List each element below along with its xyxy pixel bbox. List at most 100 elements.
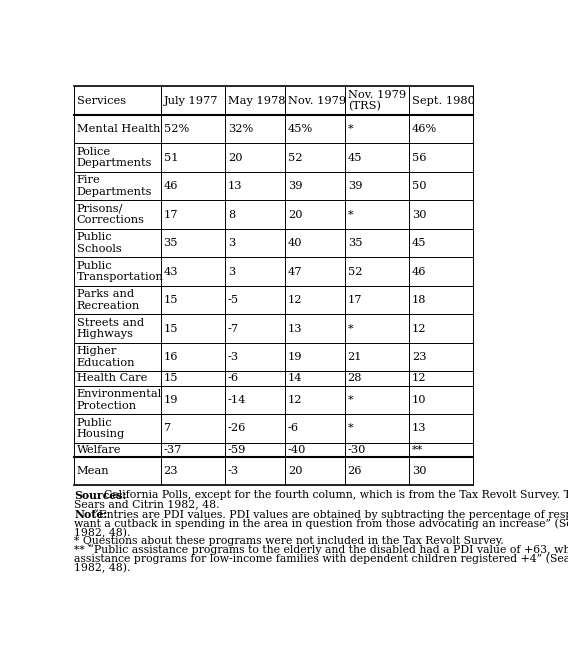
- Text: 20: 20: [288, 209, 302, 219]
- Text: 13: 13: [288, 324, 302, 334]
- Text: 45%: 45%: [288, 124, 313, 134]
- Text: Note:: Note:: [74, 509, 107, 520]
- Text: 46: 46: [412, 267, 427, 276]
- Text: 12: 12: [412, 373, 427, 383]
- Text: 18: 18: [412, 295, 427, 305]
- Text: -26: -26: [228, 423, 246, 434]
- Text: Public
Schools: Public Schools: [77, 232, 122, 254]
- Text: 30: 30: [412, 466, 427, 476]
- Text: 56: 56: [412, 153, 427, 163]
- Text: 10: 10: [412, 395, 427, 405]
- Text: 21: 21: [348, 352, 362, 362]
- Text: -59: -59: [228, 445, 246, 455]
- Text: -37: -37: [164, 445, 182, 455]
- Text: 40: 40: [288, 238, 302, 248]
- Text: California Polls, except for the fourth column, which is from the Tax Revolt Sur: California Polls, except for the fourth …: [104, 490, 568, 500]
- Text: 46: 46: [164, 181, 178, 191]
- Text: 13: 13: [412, 423, 427, 434]
- Text: 14: 14: [288, 373, 302, 383]
- Text: 52: 52: [348, 267, 362, 276]
- Text: *: *: [348, 423, 353, 434]
- Text: “Entries are PDI values. PDI values are obtained by subtracting the percentage o: “Entries are PDI values. PDI values are …: [93, 509, 568, 520]
- Text: -3: -3: [228, 352, 239, 362]
- Text: 52: 52: [288, 153, 302, 163]
- Text: Higher
Education: Higher Education: [77, 347, 135, 368]
- Text: Services: Services: [77, 96, 126, 106]
- Text: 50: 50: [412, 181, 427, 191]
- Text: -30: -30: [348, 445, 366, 455]
- Text: Nov. 1979: Nov. 1979: [288, 96, 346, 106]
- Text: *: *: [348, 395, 353, 405]
- Text: *: *: [348, 209, 353, 219]
- Text: 30: 30: [412, 209, 427, 219]
- Text: 51: 51: [164, 153, 178, 163]
- Text: 1982, 48).: 1982, 48).: [74, 563, 131, 573]
- Text: 15: 15: [164, 324, 178, 334]
- Text: 35: 35: [348, 238, 362, 248]
- Text: 8: 8: [228, 209, 235, 219]
- Text: 12: 12: [288, 395, 302, 405]
- Text: -40: -40: [288, 445, 306, 455]
- Text: -3: -3: [228, 466, 239, 476]
- Text: 15: 15: [164, 373, 178, 383]
- Text: 47: 47: [288, 267, 302, 276]
- Text: 19: 19: [288, 352, 302, 362]
- Text: 13: 13: [228, 181, 243, 191]
- Text: 43: 43: [164, 267, 178, 276]
- Text: 12: 12: [288, 295, 302, 305]
- Text: -7: -7: [228, 324, 239, 334]
- Text: 46%: 46%: [412, 124, 437, 134]
- Text: 12: 12: [412, 324, 427, 334]
- Text: 45: 45: [348, 153, 362, 163]
- Text: 35: 35: [164, 238, 178, 248]
- Text: 17: 17: [164, 209, 178, 219]
- Text: **: **: [412, 445, 423, 455]
- Text: Sept. 1980: Sept. 1980: [412, 96, 475, 106]
- Text: 3: 3: [228, 238, 235, 248]
- Text: Prisons/
Corrections: Prisons/ Corrections: [77, 204, 145, 225]
- Text: Public
Transportation: Public Transportation: [77, 261, 164, 282]
- Text: 26: 26: [348, 466, 362, 476]
- Text: 32%: 32%: [228, 124, 253, 134]
- Text: Fire
Departments: Fire Departments: [77, 175, 152, 197]
- Text: July 1977: July 1977: [164, 96, 218, 106]
- Text: 39: 39: [348, 181, 362, 191]
- Text: 1982, 48).: 1982, 48).: [74, 528, 131, 538]
- Text: ** “Public assistance programs to the elderly and the disabled had a PDI value o: ** “Public assistance programs to the el…: [74, 545, 568, 555]
- Text: -6: -6: [288, 423, 299, 434]
- Text: Mean: Mean: [77, 466, 110, 476]
- Text: Streets and
Highways: Streets and Highways: [77, 318, 144, 339]
- Text: Parks and
Recreation: Parks and Recreation: [77, 289, 140, 311]
- Text: Sources:: Sources:: [74, 490, 127, 501]
- Text: 39: 39: [288, 181, 302, 191]
- Text: 28: 28: [348, 373, 362, 383]
- Text: 20: 20: [288, 466, 302, 476]
- Text: Welfare: Welfare: [77, 445, 122, 455]
- Text: -14: -14: [228, 395, 246, 405]
- Text: 23: 23: [412, 352, 427, 362]
- Text: * Questions about these programs were not included in the Tax Revolt Survey.: * Questions about these programs were no…: [74, 536, 504, 546]
- Text: -5: -5: [228, 295, 239, 305]
- Text: 45: 45: [412, 238, 427, 248]
- Text: 20: 20: [228, 153, 243, 163]
- Text: 19: 19: [164, 395, 178, 405]
- Text: 17: 17: [348, 295, 362, 305]
- Text: want a cutback in spending in the area in question from those advocating an incr: want a cutback in spending in the area i…: [74, 518, 568, 529]
- Text: assistance programs for low-income families with dependent children registered +: assistance programs for low-income famil…: [74, 554, 568, 564]
- Text: May 1978: May 1978: [228, 96, 285, 106]
- Text: Environmental
Protection: Environmental Protection: [77, 389, 162, 411]
- Text: 3: 3: [228, 267, 235, 276]
- Text: 15: 15: [164, 295, 178, 305]
- Text: Nov. 1979
(TRS): Nov. 1979 (TRS): [348, 90, 406, 112]
- Text: Sears and Citrin 1982, 48.: Sears and Citrin 1982, 48.: [74, 499, 220, 509]
- Text: Public
Housing: Public Housing: [77, 417, 125, 439]
- Text: -6: -6: [228, 373, 239, 383]
- Text: 16: 16: [164, 352, 178, 362]
- Text: Police
Departments: Police Departments: [77, 147, 152, 169]
- Text: *: *: [348, 324, 353, 334]
- Text: Mental Health: Mental Health: [77, 124, 160, 134]
- Text: Health Care: Health Care: [77, 373, 147, 383]
- Text: 7: 7: [164, 423, 171, 434]
- Text: 52%: 52%: [164, 124, 189, 134]
- Text: *: *: [348, 124, 353, 134]
